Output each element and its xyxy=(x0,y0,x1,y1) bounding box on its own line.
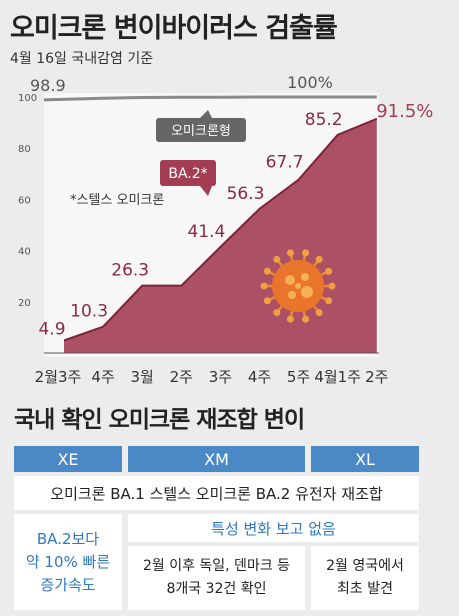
omicron-legend-pointer xyxy=(200,110,212,118)
data-label: 10.3 xyxy=(70,302,108,322)
chart-title: 오미크론 변이바이러스 검출률 xyxy=(10,13,338,44)
xe-note-box: BA.2보다 약 10% 빠른 증가속도 xyxy=(14,514,122,610)
data-label: 4.9 xyxy=(38,319,65,339)
stealth-annotation: *스텔스 오미크론 xyxy=(70,193,164,208)
x-tick-label: 2주 xyxy=(170,368,193,386)
xm-detail-box: 2월 이후 독일, 덴마크 등 8개국 32건 확인 xyxy=(128,546,305,610)
xe-note-line-3: 증가속도 xyxy=(40,575,96,594)
y-tick-label: 80 xyxy=(18,144,31,155)
y-tick-label: 60 xyxy=(18,195,31,206)
ba2-legend-box xyxy=(160,160,216,186)
ba2-legend-label: BA.2* xyxy=(168,166,207,182)
data-label: 85.2 xyxy=(305,110,343,130)
x-tick-label: 4주 xyxy=(91,368,114,386)
x-tick-label: 3월 xyxy=(131,368,154,386)
header-xe: XE xyxy=(14,446,122,472)
y-tick-label: 20 xyxy=(18,298,31,309)
x-tick-label: 2월3주 xyxy=(35,368,82,386)
xl-detail-line-1: 2월 영국에서 xyxy=(326,558,404,574)
recombinant-section-title: 국내 확인 오미크론 재조합 변이 xyxy=(14,407,305,433)
x-tick-label: 5주 xyxy=(287,368,310,386)
omicron-legend-box xyxy=(156,118,246,142)
data-label: 56.3 xyxy=(227,184,265,204)
xm-xl-note-box: 특성 변화 보고 없음 xyxy=(128,514,419,542)
ba2-line xyxy=(63,117,378,342)
x-tick-label: 3주 xyxy=(209,368,232,386)
xe-note-line-1: BA.2보다 xyxy=(36,529,100,548)
data-label: 26.3 xyxy=(111,261,149,281)
omicron-start-label: 98.9 xyxy=(30,76,66,95)
xm-detail-line-1: 2월 이후 독일, 덴마크 등 xyxy=(142,558,291,574)
omicron-end-label: 100% xyxy=(287,73,333,92)
header-xm: XM xyxy=(128,446,305,472)
omicron-legend-label: 오미크론형 xyxy=(171,124,231,139)
y-tick-label: 100 xyxy=(18,93,37,104)
virus-icon xyxy=(260,249,336,323)
chart-subtitle: 4월 16일 국내감염 기준 xyxy=(10,51,154,67)
xm-detail-line-2: 8개국 32건 확인 xyxy=(166,581,267,597)
xl-detail-box: 2월 영국에서 최초 발견 xyxy=(311,546,419,610)
xe-note-line-2: 약 10% 빠른 xyxy=(25,552,111,571)
data-label: 91.5% xyxy=(376,101,433,122)
data-label: 41.4 xyxy=(187,222,225,242)
data-label: 67.7 xyxy=(266,153,304,173)
omicron-line xyxy=(43,95,377,102)
header-xl: XL xyxy=(311,446,419,472)
ba2-legend-pointer xyxy=(200,186,212,196)
x-tick-label: 4주 xyxy=(248,368,271,386)
common-origin-box: 오미크론 BA.1 스텔스 오미크론 BA.2 유전자 재조합 xyxy=(14,476,419,510)
xl-detail-line-2: 최초 발견 xyxy=(337,581,393,597)
y-tick-label: 40 xyxy=(18,247,31,258)
x-tick-label: 4월1주 xyxy=(314,368,361,386)
x-tick-label: 2주 xyxy=(365,368,388,386)
